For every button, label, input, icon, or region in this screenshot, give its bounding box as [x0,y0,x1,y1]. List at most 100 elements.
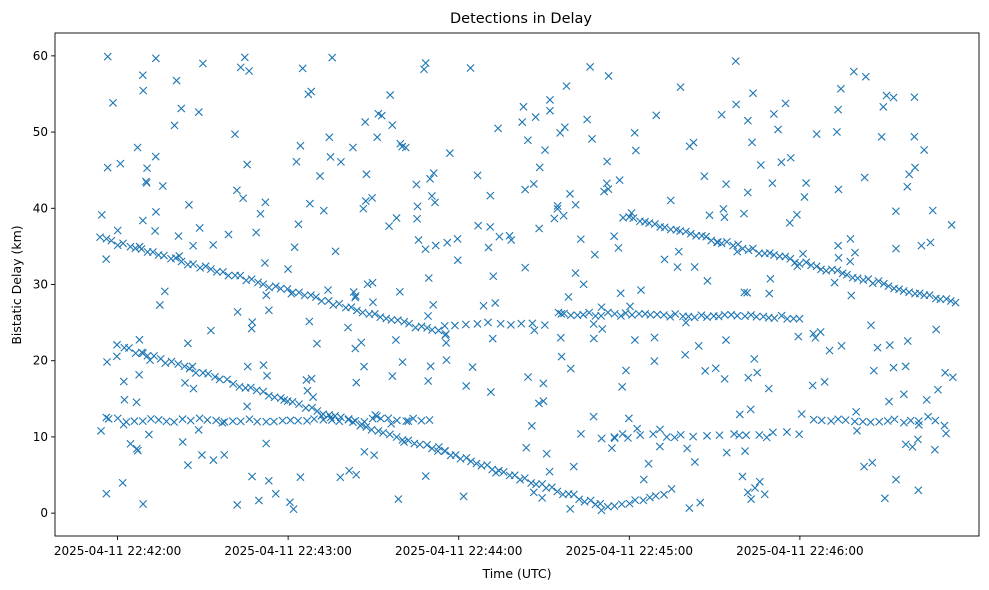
data-point [782,428,791,437]
data-point [777,158,786,167]
data-point [461,320,470,329]
data-point [434,326,443,335]
y-tick-label: 60 [33,49,48,63]
data-point [624,414,633,423]
data-point [218,267,227,276]
data-point [404,417,413,426]
data-point [827,416,836,425]
data-point [597,434,606,443]
data-point [720,310,729,319]
data-point [108,98,117,107]
data-point [243,402,252,411]
data-point [209,240,218,249]
data-point [344,415,353,424]
data-point [370,451,379,460]
data-point [812,262,821,271]
data-point [662,432,671,441]
data-point [204,369,213,378]
data-point [666,196,675,205]
data-point [597,303,606,312]
data-point [770,314,779,323]
data-point [209,456,218,465]
data-point [697,311,706,320]
data-point [259,361,268,370]
data-point [468,363,477,372]
data-point [905,170,914,179]
data-point [223,375,232,384]
data-point [597,311,606,320]
data-point [154,415,163,424]
data-point [188,362,197,371]
data-point [441,447,450,456]
data-point [747,310,756,319]
data-point [566,504,575,513]
data-point [351,291,360,300]
data-point [220,450,229,459]
data-point [735,431,744,440]
data-point [743,116,752,125]
data-point [920,145,929,154]
data-point [269,417,278,426]
data-point [262,439,271,448]
data-point [627,310,636,319]
y-tick-label: 20 [33,354,48,368]
data-point [417,322,426,331]
data-point [524,373,533,381]
data-point [195,223,204,232]
data-point [294,416,303,425]
data-point [743,288,752,297]
data-point [646,310,655,319]
plot-area [96,52,960,515]
data-point [236,271,245,280]
data-point [256,209,265,218]
data-point [212,416,221,425]
data-point [722,448,731,457]
data-point [228,417,237,426]
data-point [910,93,919,102]
data-point [722,180,731,189]
data-point [793,262,802,271]
data-point [791,258,799,267]
data-point [103,52,112,61]
data-point [180,362,189,371]
data-point [424,376,433,385]
data-point [210,372,219,381]
data-point [327,416,336,425]
data-point [445,149,454,158]
data-point [553,204,562,213]
data-point [247,324,256,333]
data-point [414,236,423,245]
data-point [649,430,658,439]
data-point [486,222,495,231]
data-point [603,157,612,166]
data-point [385,430,394,439]
data-point [769,110,778,118]
data-point [331,411,340,420]
data-point [376,414,385,423]
data-point [155,300,164,309]
data-point [534,399,543,408]
data-point [614,243,623,252]
data-point [531,113,540,122]
data-point [820,377,829,386]
data-point [717,110,726,119]
data-point [316,172,325,181]
data-point [946,297,955,305]
data-point [786,153,795,162]
data-point [846,257,855,266]
data-point [486,191,495,200]
data-point [206,265,215,274]
data-point [415,440,424,449]
data-point [765,289,774,298]
data-point [571,200,580,209]
data-point [159,251,168,260]
data-point [331,247,340,256]
data-point [400,317,409,326]
data-point [161,359,170,368]
data-point [617,500,626,509]
data-point [440,321,449,330]
data-point [673,263,682,272]
data-point [292,157,301,166]
data-point [177,257,186,266]
data-point [545,95,554,104]
